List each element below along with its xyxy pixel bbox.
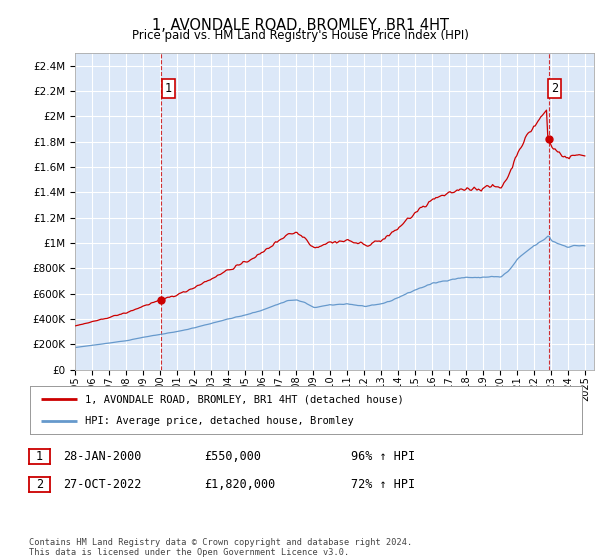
Text: 72% ↑ HPI: 72% ↑ HPI	[351, 478, 415, 491]
Text: 28-JAN-2000: 28-JAN-2000	[63, 450, 142, 463]
Text: 2: 2	[551, 82, 558, 95]
Text: £550,000: £550,000	[204, 450, 261, 463]
Text: Contains HM Land Registry data © Crown copyright and database right 2024.
This d: Contains HM Land Registry data © Crown c…	[29, 538, 412, 557]
Text: 1: 1	[164, 82, 172, 95]
Text: 2: 2	[36, 478, 43, 491]
Text: Price paid vs. HM Land Registry's House Price Index (HPI): Price paid vs. HM Land Registry's House …	[131, 29, 469, 42]
Text: £1,820,000: £1,820,000	[204, 478, 275, 491]
Text: 1, AVONDALE ROAD, BROMLEY, BR1 4HT (detached house): 1, AVONDALE ROAD, BROMLEY, BR1 4HT (deta…	[85, 394, 404, 404]
Text: 27-OCT-2022: 27-OCT-2022	[63, 478, 142, 491]
Text: 96% ↑ HPI: 96% ↑ HPI	[351, 450, 415, 463]
Text: 1, AVONDALE ROAD, BROMLEY, BR1 4HT: 1, AVONDALE ROAD, BROMLEY, BR1 4HT	[151, 18, 449, 33]
Text: 1: 1	[36, 450, 43, 463]
Text: HPI: Average price, detached house, Bromley: HPI: Average price, detached house, Brom…	[85, 416, 354, 426]
